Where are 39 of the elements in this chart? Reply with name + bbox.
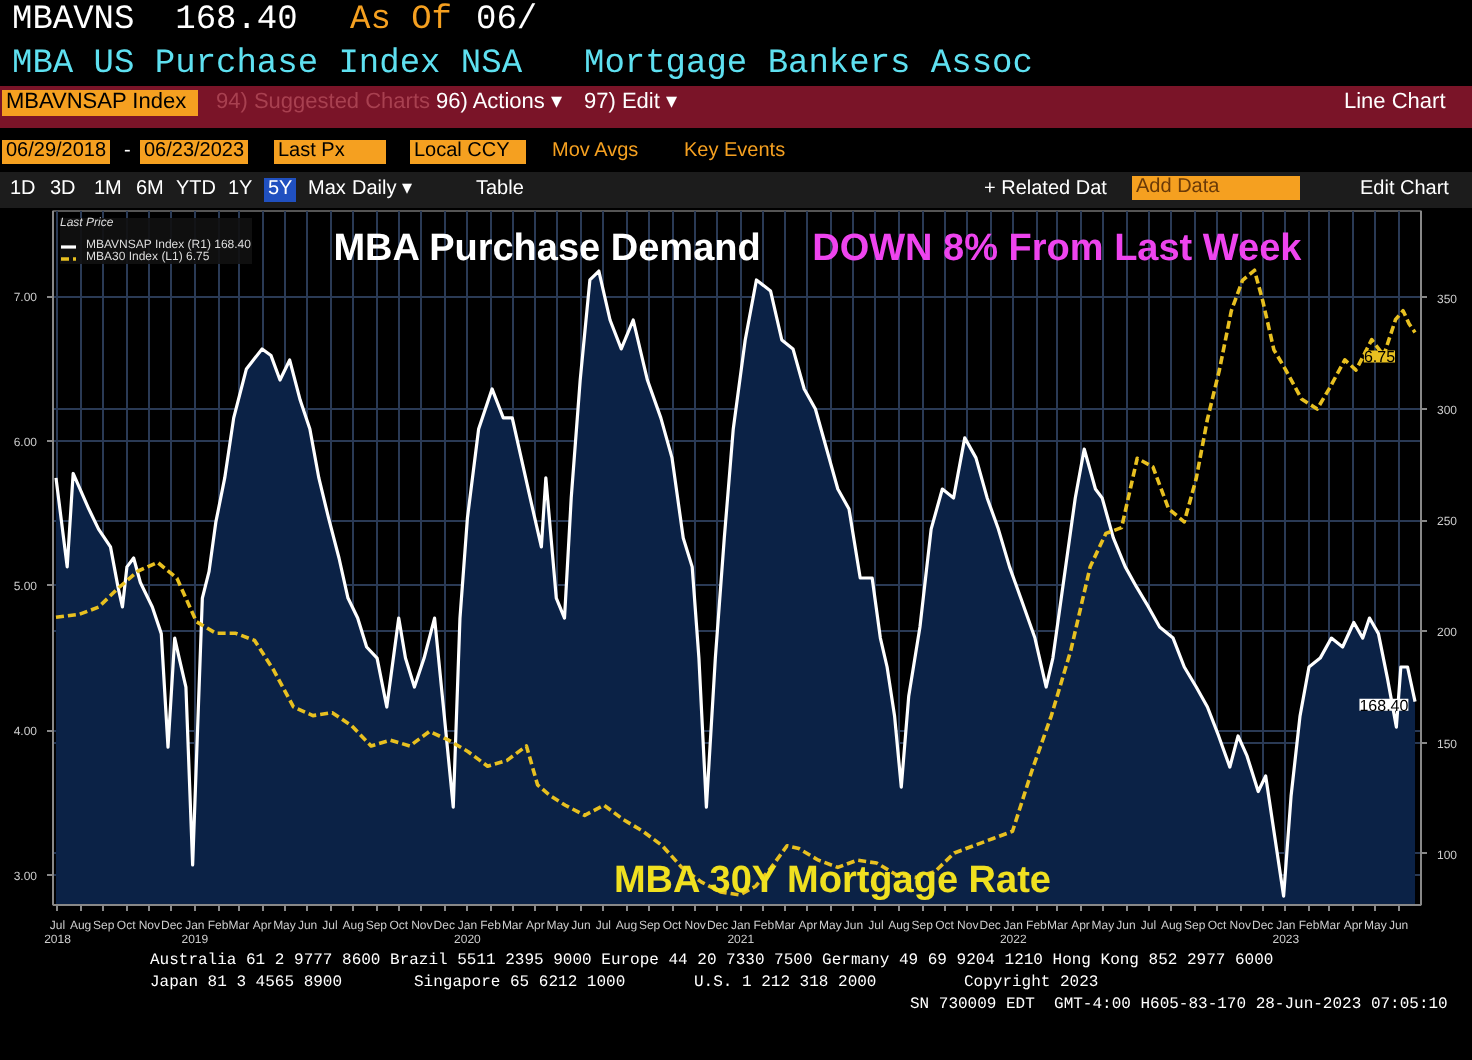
text: Line Chart <box>1344 90 1446 116</box>
text: Edit Chart <box>1360 178 1449 201</box>
text: Singapore 65 6212 1000 <box>414 974 626 993</box>
text: Australia 61 2 9777 8600 Brazil 5511 2395 9000 Europe 44 20 7330 7500 Germany 49 69 9204 1210 Hong Kong 852 2977 6000 <box>150 952 1274 971</box>
text: As Of <box>350 2 453 42</box>
text: 5Y <box>264 178 297 201</box>
text: 1D <box>10 178 36 201</box>
text: 06/23/2023 <box>140 140 248 163</box>
text: Table <box>476 178 524 201</box>
annotation: DOWN 8% From Last Week <box>812 227 1303 270</box>
text: Add Data <box>1132 176 1300 199</box>
text: 97) Edit ▾ <box>584 90 678 116</box>
text: - <box>124 140 131 163</box>
text: Last Px <box>274 140 386 163</box>
text: Local CCY <box>410 140 526 163</box>
text: 06/ <box>476 2 538 42</box>
text: MBAVNSAP Index <box>2 90 198 116</box>
text: Mortgage Bankers Assoc <box>584 46 1033 86</box>
text: 3D <box>50 178 76 201</box>
text: 1M <box>94 178 122 201</box>
text: U.S. 1 212 318 2000 <box>694 974 877 993</box>
text: 96) Actions ▾ <box>436 90 563 116</box>
text: Max <box>308 178 346 201</box>
text: Copyright 2023 <box>964 974 1099 993</box>
annotation: 168.40 <box>1359 696 1410 715</box>
text: MBAVNS 168.40 <box>12 2 298 42</box>
text: Daily ▾ <box>352 178 413 201</box>
annotation: MBA 30Y Mortgage Rate <box>613 859 1051 902</box>
text: + Related Dat <box>984 178 1107 201</box>
text: MBA US Purchase Index NSA <box>12 46 523 86</box>
text: Mov Avgs <box>552 140 639 163</box>
text: YTD <box>176 178 216 201</box>
text: 06/29/2018 <box>2 140 110 163</box>
text: SN 730009 EDT GMT-4:00 H605-83-170 28-Jun-2023 07:05:10 <box>910 996 1448 1015</box>
text: 6M <box>136 178 164 201</box>
text: Japan 81 3 4565 8900 <box>150 974 343 993</box>
text: Key Events <box>684 140 786 163</box>
text: 1Y <box>228 178 253 201</box>
chart-title: MBA Purchase Demand <box>333 227 761 270</box>
